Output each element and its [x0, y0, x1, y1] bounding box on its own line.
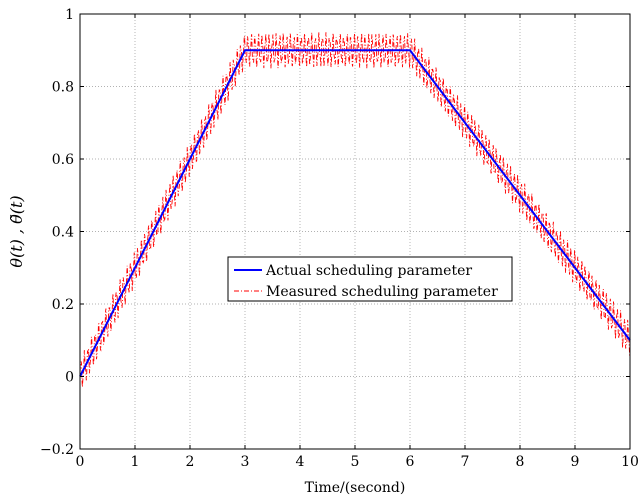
legend: Actual scheduling parameter Measured sch…	[227, 256, 513, 302]
x-tick-label: 5	[351, 454, 360, 470]
grid	[80, 14, 630, 449]
y-tick-label: 0	[65, 370, 74, 386]
x-tick-label: 8	[516, 454, 525, 470]
x-tick-label: 2	[186, 454, 195, 470]
x-tick-label: 9	[571, 454, 580, 470]
actual-series-layer	[79, 49, 631, 377]
y-tick-label: 0.4	[52, 225, 74, 241]
x-axis-label: Time/(second)	[305, 480, 406, 496]
legend-label-measured: Measured scheduling parameter	[266, 284, 498, 300]
x-tick-label: 3	[241, 454, 250, 470]
x-tick-label: 4	[296, 454, 305, 470]
x-tick-label: 10	[621, 454, 639, 470]
actual-series-line	[79, 49, 631, 377]
y-tick-label: −0.2	[40, 442, 74, 458]
y-tick-label: 0.6	[52, 152, 74, 168]
x-tick-label: 6	[406, 454, 415, 470]
ticks: 0 1 2 3 4 5 6 7 8 9 10−0.200.20.40.60.81	[40, 7, 639, 470]
x-tick-label: 0	[76, 454, 85, 470]
y-tick-label: 0.8	[52, 80, 74, 96]
y-axis-label: θ(t) , θ̃(t)	[7, 195, 26, 267]
legend-label-actual: Actual scheduling parameter	[265, 263, 472, 279]
x-tick-label: 1	[131, 454, 140, 470]
y-tick-label: 0.2	[52, 297, 74, 313]
legend-box	[227, 256, 513, 302]
x-tick-label: 7	[461, 454, 470, 470]
y-tick-label: 1	[65, 7, 74, 23]
